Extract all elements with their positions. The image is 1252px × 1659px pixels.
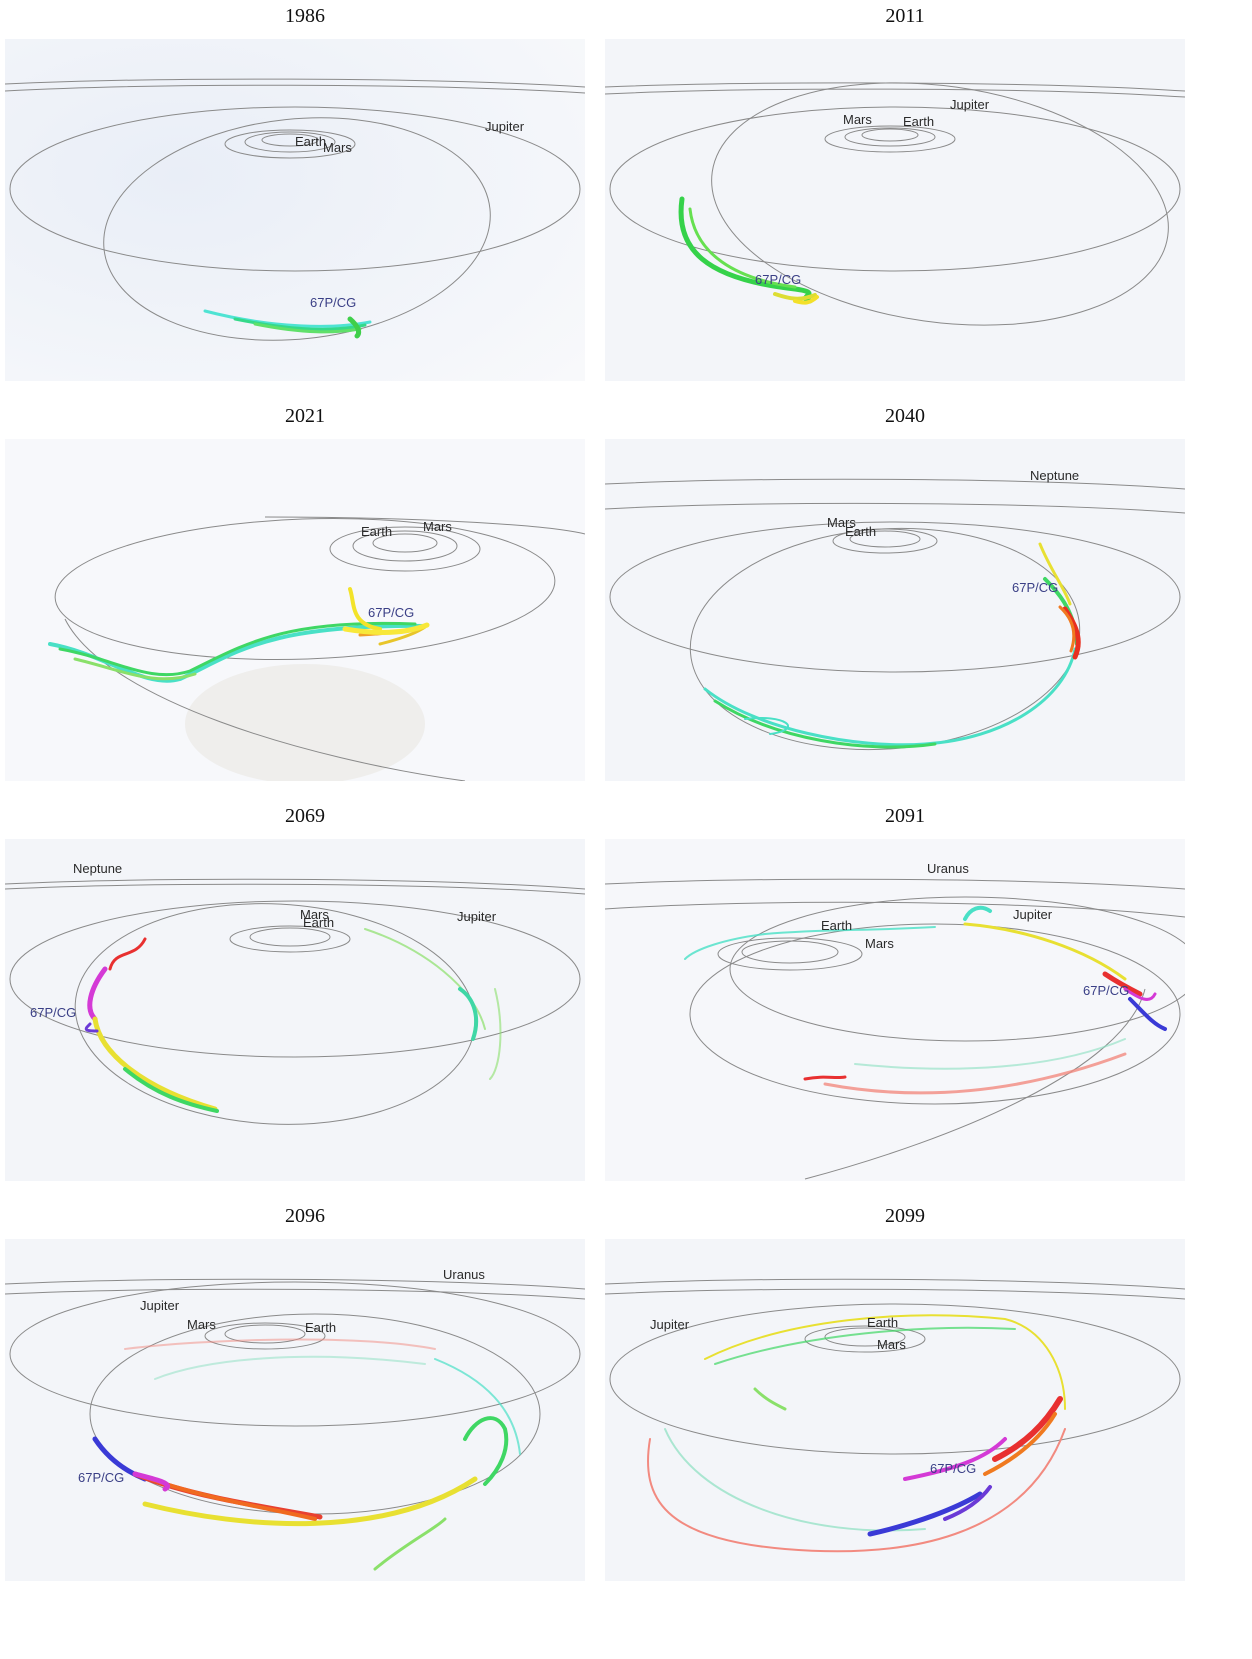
orbit-diagram: Uranus Jupiter Mars Earth 67P/CG [5, 1239, 585, 1581]
planet-label-mars: Mars [827, 515, 856, 530]
comet-label: 67P/CG [1012, 580, 1058, 595]
planet-label-earth: Earth [295, 134, 326, 149]
planet-label-uranus: Uranus [927, 861, 969, 876]
planet-label-earth: Earth [821, 918, 852, 933]
planet-label-mars: Mars [843, 112, 872, 127]
panel-1986: 1986 Earth Mars Jupiter 67P/CG [5, 5, 605, 423]
panel-year: 2040 [885, 405, 925, 427]
planet-label-earth: Earth [867, 1315, 898, 1330]
planet-label-jupiter: Jupiter [650, 1317, 690, 1332]
planet-label-uranus: Uranus [443, 1267, 485, 1282]
orbit-diagram: Uranus Jupiter Earth Mars 67P/CG [605, 839, 1185, 1181]
panel-2099: 2099 Jupiter Earth Mars 67P/CG [605, 1205, 1205, 1623]
panel-year: 2021 [285, 405, 325, 427]
planet-label-mars: Mars [187, 1317, 216, 1332]
panel-2096: 2096 Uranus Jupiter Mars Earth 67P/CG [5, 1205, 605, 1623]
planet-label-jupiter: Jupiter [1013, 907, 1053, 922]
planet-label-earth: Earth [845, 524, 876, 539]
planet-label-jupiter: Jupiter [140, 1298, 180, 1313]
orbit-diagram: Jupiter Earth Mars 67P/CG [605, 1239, 1185, 1581]
planet-label-mars: Mars [865, 936, 894, 951]
planet-label-jupiter: Jupiter [485, 119, 525, 134]
panel-2069: 2069 Neptune Mars Earth Jupiter 67P/CG [5, 805, 605, 1223]
planet-label-mars: Mars [423, 519, 452, 534]
planet-label-earth: Earth [303, 915, 334, 930]
panel-2011: 2011 Jupiter Mars Earth 67P/CG [605, 5, 1205, 423]
panel-year: 2011 [885, 5, 925, 27]
panel-year: 2099 [885, 1205, 925, 1227]
comet-label: 67P/CG [310, 295, 356, 310]
orbit-diagram: Earth Mars 67P/CG [5, 439, 585, 781]
comet-label: 67P/CG [1083, 983, 1129, 998]
planet-label-earth: Earth [903, 114, 934, 129]
panel-year: 2069 [285, 805, 325, 827]
planet-label-earth: Earth [361, 524, 392, 539]
panel-2091: 2091 Uranus Jupiter Earth Mars 67P/CG [605, 805, 1205, 1223]
comet-label: 67P/CG [30, 1005, 76, 1020]
orbit-diagram: Neptune Mars Earth Jupiter 67P/CG [5, 839, 585, 1181]
planet-label-mars: Mars [323, 140, 352, 155]
orbit-diagram: Neptune Mars Earth 67P/CG [605, 439, 1185, 781]
planet-label-jupiter: Jupiter [950, 97, 990, 112]
orbit-diagram: Jupiter Mars Earth 67P/CG [605, 39, 1185, 381]
panel-year: 2096 [285, 1205, 325, 1227]
panel-year: 1986 [285, 5, 325, 27]
planet-label-mars: Mars [300, 907, 329, 922]
comet-label: 67P/CG [368, 605, 414, 620]
planet-label-mars: Mars [877, 1337, 906, 1352]
planet-label-neptune: Neptune [1030, 468, 1079, 483]
comet-label: 67P/CG [930, 1461, 976, 1476]
planet-label-jupiter: Jupiter [457, 909, 497, 924]
panel-2040: 2040 Neptune Mars Earth 67P/CG [605, 405, 1205, 823]
planet-label-earth: Earth [305, 1320, 336, 1335]
panel-2021: 2021 Earth Mars 67P/CG [5, 405, 605, 823]
comet-label: 67P/CG [78, 1470, 124, 1485]
panel-year: 2091 [885, 805, 925, 827]
orbit-diagram: Earth Mars Jupiter 67P/CG [5, 39, 585, 381]
planet-label-neptune: Neptune [73, 861, 122, 876]
comet-label: 67P/CG [755, 272, 801, 287]
